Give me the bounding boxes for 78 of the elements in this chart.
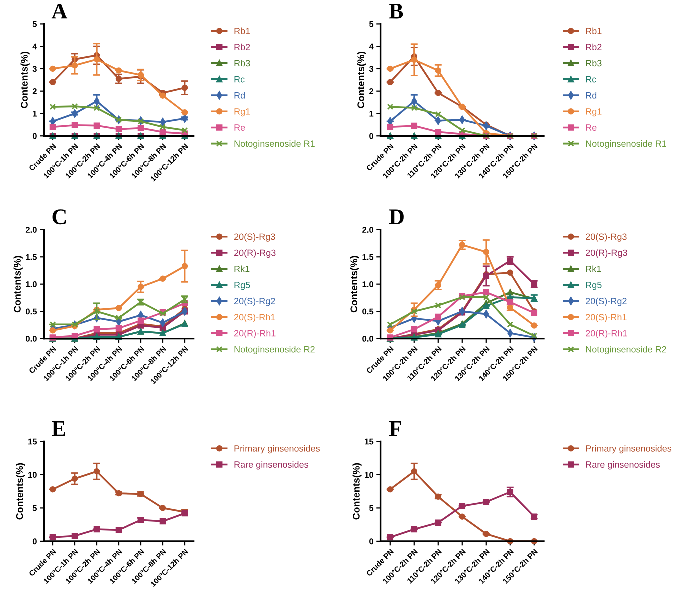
legend-label: Re	[586, 124, 597, 131]
y-tick-label: 0	[32, 538, 37, 545]
y-tick-label: 1	[370, 111, 374, 117]
y-tick-label: 2.0	[26, 227, 37, 233]
legend-label: 20(R)-Rh1	[234, 330, 276, 338]
legend-label: 20(S)-Rg3	[586, 234, 627, 242]
legend-label: Notoginsenoside R1	[586, 140, 666, 149]
chart-title: B	[389, 4, 404, 19]
legend-label: Rg5	[234, 282, 250, 290]
legend-label: Rg5	[586, 282, 602, 290]
y-tick-label: 10	[28, 472, 37, 478]
legend-label: Rk1	[234, 266, 250, 272]
y-tick-label: 0	[32, 133, 37, 140]
chart-title: F	[389, 422, 402, 436]
legend-label: Rd	[586, 92, 597, 99]
legend-label: Rb2	[586, 44, 602, 51]
y-tick-label: 3	[369, 66, 374, 72]
legend-label: Notoginsenoside R2	[586, 346, 666, 355]
y-tick-label: 5	[32, 21, 38, 28]
y-tick-label: 1	[33, 111, 38, 117]
legend-label: 20(S)-Rg3	[234, 234, 276, 242]
legend-label: 20(R)-Rg3	[234, 250, 276, 258]
legend-label: 20(S)-Rh1	[234, 314, 276, 322]
y-axis-title: Contents(%)	[352, 463, 362, 520]
y-axis-title: Contents(%)	[16, 463, 26, 520]
legend-label: Primary ginsenosides	[586, 445, 672, 454]
y-axis-title: Contents(%)	[20, 52, 30, 108]
y-tick-label: 0.5	[26, 308, 38, 315]
y-tick-label: 5	[32, 505, 38, 512]
y-tick-label: 5	[369, 21, 374, 28]
legend-label: Rb3	[234, 60, 250, 67]
legend-label: Notoginsenoside R1	[234, 140, 315, 149]
y-axis-title: Contents(%)	[350, 256, 360, 313]
y-tick-label: 5	[369, 505, 374, 512]
legend-label: Rare ginsenosides	[234, 461, 308, 470]
legend-label: Rc	[586, 76, 596, 83]
y-tick-label: 2	[32, 88, 37, 94]
legend-label: Rg1	[234, 108, 250, 117]
legend-label: 20(S)-Rh1	[586, 314, 627, 322]
y-tick-label: 0	[370, 538, 374, 545]
chart-title: A	[52, 4, 68, 19]
y-axis-title: Contents(%)	[14, 256, 23, 313]
legend-label: Rg1	[586, 108, 602, 117]
legend-label: Rb3	[586, 60, 602, 67]
y-tick-label: 0.5	[362, 308, 374, 315]
y-tick-label: 1.5	[26, 254, 38, 260]
y-tick-label: 10	[365, 472, 374, 478]
legend-label: Rk1	[586, 266, 602, 272]
chart-title: C	[52, 210, 66, 225]
chart-title: D	[389, 210, 404, 224]
y-tick-label: 0.0	[362, 336, 374, 342]
y-tick-label: 15	[365, 438, 374, 445]
y-tick-label: 15	[28, 438, 38, 445]
y-tick-label: 2	[370, 88, 374, 94]
chart-title: E	[52, 422, 66, 436]
y-tick-label: 2.0	[362, 227, 374, 233]
legend-label: 20(R)-Rh1	[586, 330, 628, 338]
legend-label: Rb1	[586, 28, 602, 34]
y-tick-label: 4	[369, 44, 374, 50]
legend-label: Rc	[234, 76, 245, 83]
y-tick-label: 0	[370, 133, 374, 140]
y-axis-title: Contents(%)	[357, 52, 366, 108]
legend-label: Notoginsenoside R2	[234, 346, 315, 355]
y-tick-label: 1.5	[362, 254, 374, 260]
legend-label: 20(S)-Rg2	[234, 298, 276, 306]
y-tick-label: 1.0	[26, 282, 37, 288]
legend-label: Primary ginsenosides	[234, 445, 320, 454]
legend-label: Rb1	[234, 28, 250, 34]
legend-label: Re	[234, 124, 246, 131]
y-tick-label: 1.0	[362, 282, 374, 288]
legend-label: 20(S)-Rg2	[586, 298, 627, 306]
y-tick-label: 3	[32, 66, 37, 72]
legend-label: 20(R)-Rg3	[586, 250, 628, 258]
legend-label: Rb2	[234, 44, 250, 51]
y-tick-label: 0.0	[26, 336, 37, 342]
legend-label: Rd	[234, 92, 245, 99]
y-tick-label: 4	[32, 44, 38, 50]
legend-label: Rare ginsenosides	[586, 461, 660, 470]
